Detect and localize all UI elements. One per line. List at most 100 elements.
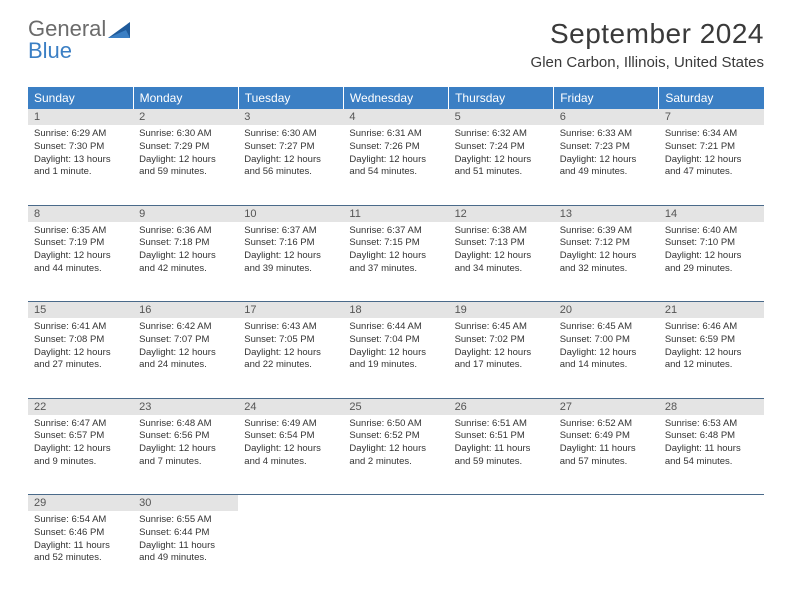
day-number: 3 (238, 109, 343, 125)
day-number: 18 (343, 302, 448, 318)
day-number: 26 (449, 399, 554, 415)
day-cell: Sunrise: 6:49 AMSunset: 6:54 PMDaylight:… (238, 415, 343, 495)
day-cell: Sunrise: 6:54 AMSunset: 6:46 PMDaylight:… (28, 511, 133, 591)
day-cell: Sunrise: 6:40 AMSunset: 7:10 PMDaylight:… (659, 222, 764, 302)
day-cell: Sunrise: 6:47 AMSunset: 6:57 PMDaylight:… (28, 415, 133, 495)
day-number: 15 (28, 302, 133, 318)
day-number: 10 (238, 206, 343, 222)
day-details: Sunrise: 6:39 AMSunset: 7:12 PMDaylight:… (554, 222, 659, 280)
weekday-header: Wednesday (343, 87, 448, 109)
day-details: Sunrise: 6:45 AMSunset: 7:00 PMDaylight:… (554, 318, 659, 376)
day-number: 17 (238, 302, 343, 318)
day-cell: Sunrise: 6:39 AMSunset: 7:12 PMDaylight:… (554, 222, 659, 302)
day-number: 4 (343, 109, 448, 125)
day-details: Sunrise: 6:47 AMSunset: 6:57 PMDaylight:… (28, 415, 133, 473)
day-number: 8 (28, 206, 133, 222)
daynum-row: 15161718192021 (28, 302, 764, 319)
day-number: 22 (28, 399, 133, 415)
day-cell: Sunrise: 6:33 AMSunset: 7:23 PMDaylight:… (554, 125, 659, 205)
day-details: Sunrise: 6:49 AMSunset: 6:54 PMDaylight:… (238, 415, 343, 473)
day-cell: Sunrise: 6:31 AMSunset: 7:26 PMDaylight:… (343, 125, 448, 205)
day-number: 21 (659, 302, 764, 318)
day-number: 20 (554, 302, 659, 318)
day-details: Sunrise: 6:34 AMSunset: 7:21 PMDaylight:… (659, 125, 764, 183)
day-details: Sunrise: 6:32 AMSunset: 7:24 PMDaylight:… (449, 125, 554, 183)
logo-triangle-icon (108, 20, 134, 42)
location: Glen Carbon, Illinois, United States (531, 54, 764, 71)
day-number: 16 (133, 302, 238, 318)
day-details: Sunrise: 6:33 AMSunset: 7:23 PMDaylight:… (554, 125, 659, 183)
daynum-row: 22232425262728 (28, 398, 764, 415)
day-cell: Sunrise: 6:52 AMSunset: 6:49 PMDaylight:… (554, 415, 659, 495)
day-cell: Sunrise: 6:30 AMSunset: 7:29 PMDaylight:… (133, 125, 238, 205)
weekday-header: Tuesday (238, 87, 343, 109)
calendar-table: SundayMondayTuesdayWednesdayThursdayFrid… (28, 87, 764, 591)
day-number: 29 (28, 495, 133, 511)
day-cell: Sunrise: 6:41 AMSunset: 7:08 PMDaylight:… (28, 318, 133, 398)
day-cell: Sunrise: 6:43 AMSunset: 7:05 PMDaylight:… (238, 318, 343, 398)
day-number: 25 (343, 399, 448, 415)
weekday-header: Sunday (28, 87, 133, 109)
day-details: Sunrise: 6:30 AMSunset: 7:27 PMDaylight:… (238, 125, 343, 183)
day-details: Sunrise: 6:43 AMSunset: 7:05 PMDaylight:… (238, 318, 343, 376)
day-number: 7 (659, 109, 764, 125)
day-cell: Sunrise: 6:53 AMSunset: 6:48 PMDaylight:… (659, 415, 764, 495)
day-cell (449, 511, 554, 591)
day-cell: Sunrise: 6:29 AMSunset: 7:30 PMDaylight:… (28, 125, 133, 205)
week-row: Sunrise: 6:35 AMSunset: 7:19 PMDaylight:… (28, 222, 764, 302)
day-cell: Sunrise: 6:51 AMSunset: 6:51 PMDaylight:… (449, 415, 554, 495)
day-cell: Sunrise: 6:30 AMSunset: 7:27 PMDaylight:… (238, 125, 343, 205)
day-details: Sunrise: 6:45 AMSunset: 7:02 PMDaylight:… (449, 318, 554, 376)
day-cell: Sunrise: 6:37 AMSunset: 7:15 PMDaylight:… (343, 222, 448, 302)
day-cell: Sunrise: 6:48 AMSunset: 6:56 PMDaylight:… (133, 415, 238, 495)
day-number (343, 495, 448, 499)
daynum-row: 891011121314 (28, 205, 764, 222)
day-cell: Sunrise: 6:38 AMSunset: 7:13 PMDaylight:… (449, 222, 554, 302)
day-details: Sunrise: 6:40 AMSunset: 7:10 PMDaylight:… (659, 222, 764, 280)
day-number: 1 (28, 109, 133, 125)
header: General Blue September 2024 Glen Carbon,… (0, 0, 792, 79)
day-number: 14 (659, 206, 764, 222)
day-number (554, 495, 659, 499)
day-cell (659, 511, 764, 591)
day-details: Sunrise: 6:51 AMSunset: 6:51 PMDaylight:… (449, 415, 554, 473)
day-details: Sunrise: 6:38 AMSunset: 7:13 PMDaylight:… (449, 222, 554, 280)
logo: General Blue (28, 18, 134, 62)
logo-text: General Blue (28, 18, 106, 62)
day-number: 24 (238, 399, 343, 415)
weekday-header: Friday (554, 87, 659, 109)
day-number: 13 (554, 206, 659, 222)
week-row: Sunrise: 6:41 AMSunset: 7:08 PMDaylight:… (28, 318, 764, 398)
day-cell: Sunrise: 6:50 AMSunset: 6:52 PMDaylight:… (343, 415, 448, 495)
weekday-header: Thursday (449, 87, 554, 109)
daynum-row: 1234567 (28, 109, 764, 125)
day-cell: Sunrise: 6:44 AMSunset: 7:04 PMDaylight:… (343, 318, 448, 398)
day-number: 11 (343, 206, 448, 222)
day-number: 30 (133, 495, 238, 511)
week-row: Sunrise: 6:29 AMSunset: 7:30 PMDaylight:… (28, 125, 764, 205)
day-number: 2 (133, 109, 238, 125)
day-cell: Sunrise: 6:35 AMSunset: 7:19 PMDaylight:… (28, 222, 133, 302)
day-cell (554, 511, 659, 591)
day-details: Sunrise: 6:35 AMSunset: 7:19 PMDaylight:… (28, 222, 133, 280)
day-cell: Sunrise: 6:36 AMSunset: 7:18 PMDaylight:… (133, 222, 238, 302)
day-cell: Sunrise: 6:34 AMSunset: 7:21 PMDaylight:… (659, 125, 764, 205)
day-cell (238, 511, 343, 591)
day-details: Sunrise: 6:31 AMSunset: 7:26 PMDaylight:… (343, 125, 448, 183)
day-number (659, 495, 764, 499)
day-details: Sunrise: 6:54 AMSunset: 6:46 PMDaylight:… (28, 511, 133, 569)
day-cell (343, 511, 448, 591)
day-number: 6 (554, 109, 659, 125)
logo-word2: Blue (28, 38, 72, 63)
day-cell: Sunrise: 6:45 AMSunset: 7:02 PMDaylight:… (449, 318, 554, 398)
month-title: September 2024 (531, 18, 764, 50)
day-number: 9 (133, 206, 238, 222)
day-details: Sunrise: 6:46 AMSunset: 6:59 PMDaylight:… (659, 318, 764, 376)
day-details: Sunrise: 6:50 AMSunset: 6:52 PMDaylight:… (343, 415, 448, 473)
day-details: Sunrise: 6:53 AMSunset: 6:48 PMDaylight:… (659, 415, 764, 473)
daynum-row: 2930 (28, 495, 764, 512)
day-number: 27 (554, 399, 659, 415)
week-row: Sunrise: 6:54 AMSunset: 6:46 PMDaylight:… (28, 511, 764, 591)
day-cell: Sunrise: 6:45 AMSunset: 7:00 PMDaylight:… (554, 318, 659, 398)
day-details: Sunrise: 6:30 AMSunset: 7:29 PMDaylight:… (133, 125, 238, 183)
